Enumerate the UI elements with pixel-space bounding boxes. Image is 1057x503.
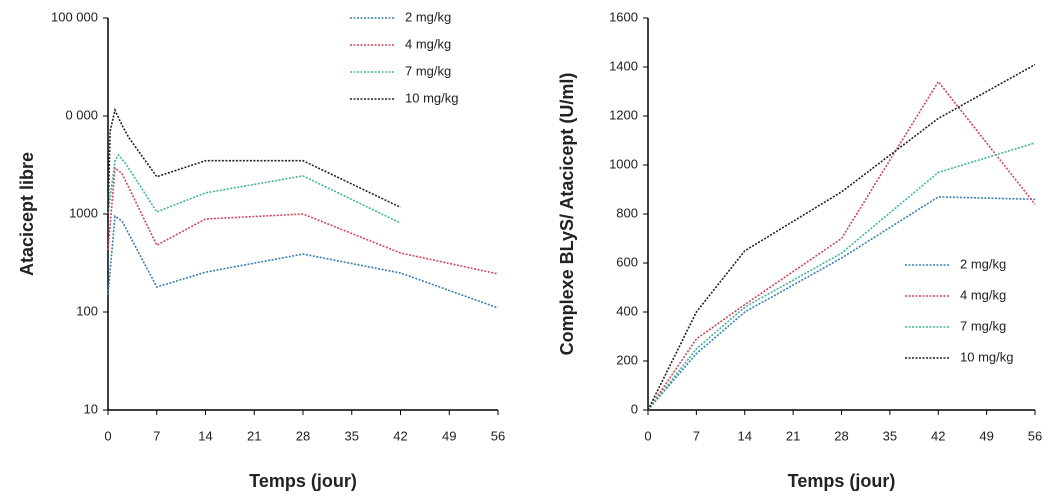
y-tick-label: 200 <box>616 352 638 367</box>
legend-label: 4 mg/kg <box>960 287 1006 302</box>
x-tick-label: 0 <box>104 428 111 443</box>
y-tick-label: 1000 <box>609 156 638 171</box>
x-tick-label: 0 <box>644 428 651 443</box>
x-tick-label: 7 <box>693 428 700 443</box>
x-tick-label: 14 <box>198 428 212 443</box>
legend-label: 2 mg/kg <box>405 9 451 24</box>
legend-label: 10 mg/kg <box>960 349 1013 364</box>
legend-label: 4 mg/kg <box>405 36 451 51</box>
y-tick-label: 1600 <box>609 9 638 24</box>
series-line <box>107 214 499 309</box>
legend-label: 2 mg/kg <box>960 256 1006 271</box>
x-axis-title: Temps (jour) <box>249 471 357 491</box>
x-tick-label: 28 <box>834 428 848 443</box>
x-tick-label: 49 <box>979 428 993 443</box>
x-tick-label: 28 <box>296 428 310 443</box>
legend-label: 7 mg/kg <box>405 63 451 78</box>
y-tick-label: 10 <box>84 401 98 416</box>
y-axis-title: Complexe BLyS/ Atacicept (U/ml) <box>557 73 577 356</box>
series-line <box>647 63 1036 411</box>
legend-label: 10 mg/kg <box>405 90 458 105</box>
x-tick-label: 56 <box>1028 428 1042 443</box>
series-line <box>107 153 401 224</box>
x-tick-label: 7 <box>153 428 160 443</box>
y-tick-label: 1400 <box>609 58 638 73</box>
y-tick-label: 1000 <box>69 205 98 220</box>
series-line <box>647 142 1036 411</box>
series-line <box>107 107 401 219</box>
x-axis-title: Temps (jour) <box>788 471 896 491</box>
y-tick-label: 800 <box>616 205 638 220</box>
legend-label: 7 mg/kg <box>960 318 1006 333</box>
y-tick-label: 100 000 <box>51 9 98 24</box>
x-tick-label: 21 <box>786 428 800 443</box>
x-tick-label: 21 <box>247 428 261 443</box>
x-tick-label: 14 <box>738 428 752 443</box>
x-tick-label: 42 <box>931 428 945 443</box>
y-tick-label: 0 <box>631 401 638 416</box>
x-tick-label: 49 <box>442 428 456 443</box>
y-tick-label: 0 000 <box>65 107 98 122</box>
y-tick-label: 1200 <box>609 107 638 122</box>
series-line <box>107 166 499 275</box>
y-tick-label: 600 <box>616 254 638 269</box>
y-tick-label: 400 <box>616 303 638 318</box>
series-line <box>647 196 1036 411</box>
x-tick-label: 56 <box>491 428 505 443</box>
y-tick-label: 100 <box>76 303 98 318</box>
x-tick-label: 42 <box>393 428 407 443</box>
x-tick-label: 35 <box>345 428 359 443</box>
series-line <box>647 80 1036 411</box>
x-tick-label: 35 <box>883 428 897 443</box>
y-axis-title: Atacicept libre <box>17 152 37 276</box>
